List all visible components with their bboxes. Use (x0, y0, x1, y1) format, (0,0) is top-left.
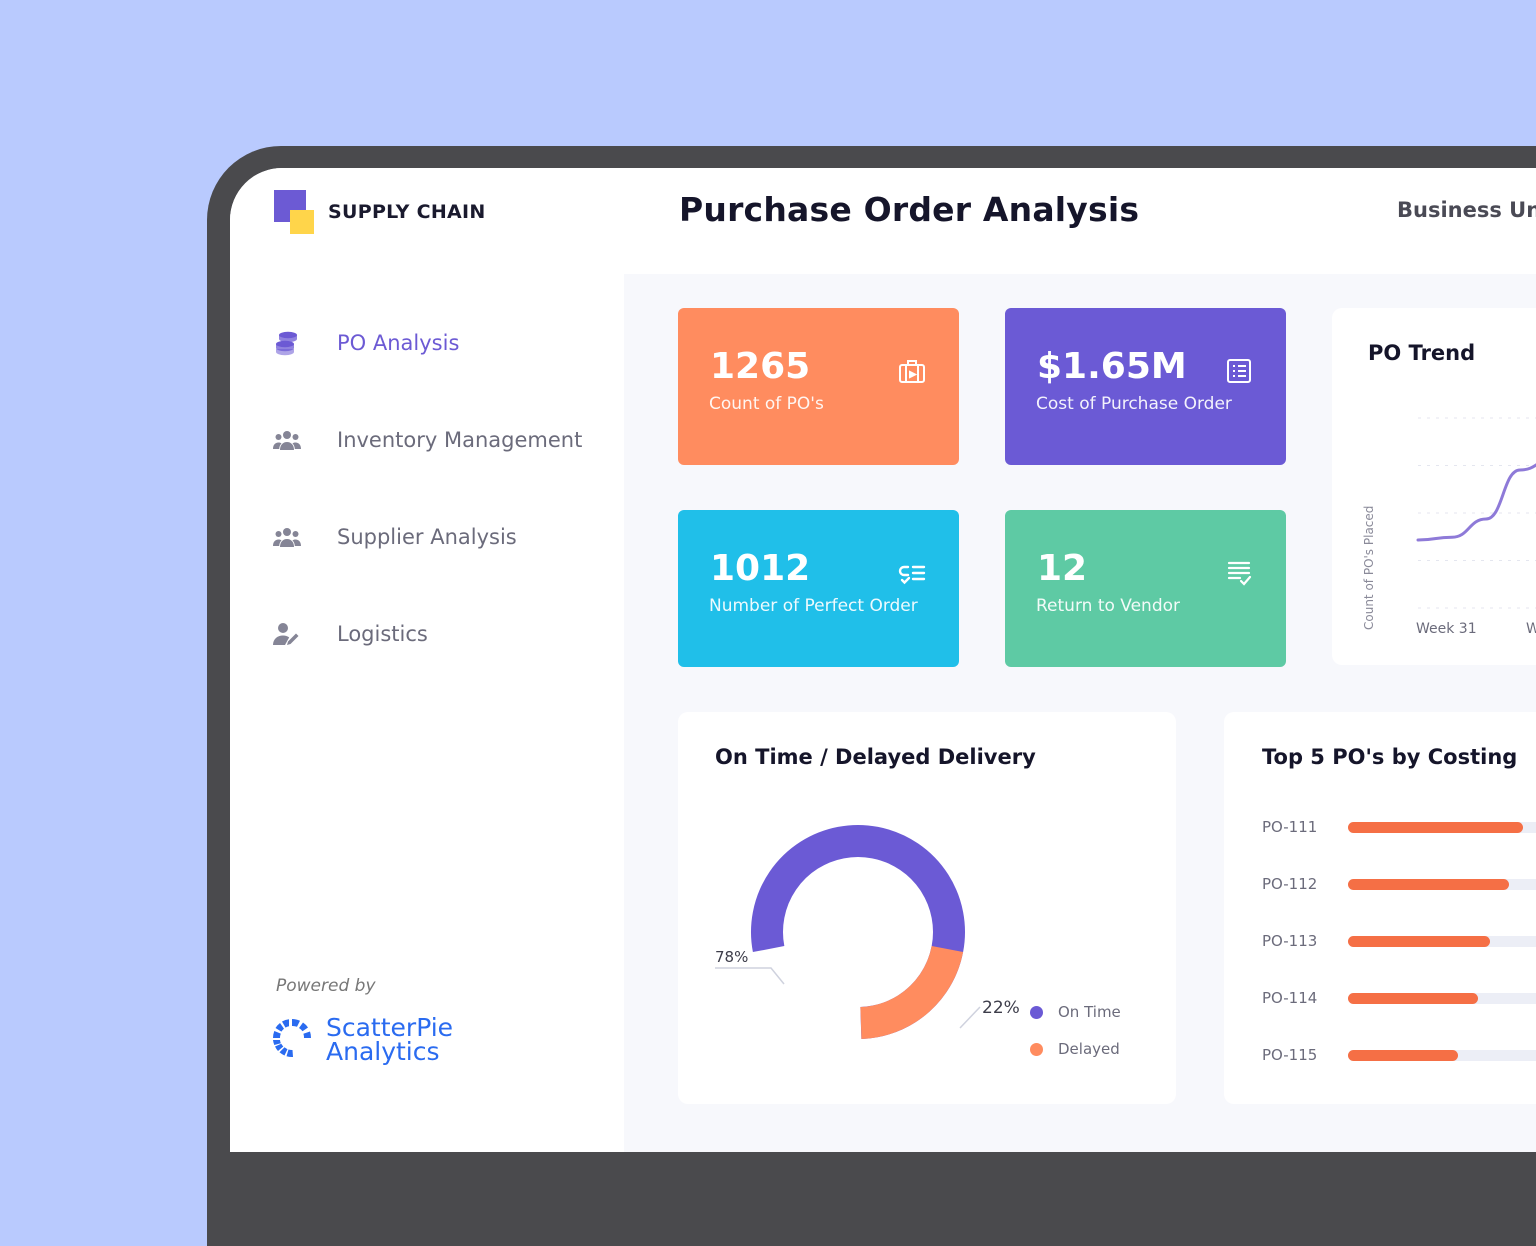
users-group-icon (270, 423, 304, 457)
document-check-icon (1224, 558, 1254, 588)
kpi-value: 1265 (710, 346, 811, 387)
vendor-name: ScatterPie Analytics (326, 1013, 454, 1066)
bar-row[interactable]: PO-114 (1262, 989, 1536, 1007)
x-tick-label: W (1526, 621, 1536, 637)
list-icon (1224, 356, 1254, 386)
bar-category-label: PO-112 (1262, 875, 1318, 893)
kpi-card-po-cost[interactable]: $1.65M Cost of Purchase Order (1005, 308, 1286, 465)
brand[interactable]: SUPPLY CHAIN (274, 190, 486, 234)
bar-category-label: PO-111 (1262, 818, 1318, 836)
sidebar-item-logistics[interactable]: Logistics (270, 585, 610, 682)
data-label-delayed: 22% (982, 998, 1020, 1018)
legend-label: On Time (1058, 1003, 1121, 1021)
trend-line (1416, 463, 1536, 542)
donut-slice-delayed[interactable] (751, 825, 965, 1039)
sidebar-nav: PO Analysis Inventory Management (270, 294, 610, 682)
powered-by-label: Powered by (276, 976, 376, 996)
sidebar-item-label: Logistics (337, 621, 428, 646)
gridlines (1418, 417, 1536, 609)
po-trend-title: PO Trend (1368, 341, 1476, 365)
data-label-on-time: 78% (715, 948, 748, 966)
top-pos-card: Top 5 PO's by Costing PO-111 PO-112 PO-113… (1224, 712, 1536, 1104)
po-trend-card: PO Trend Count of PO's Placed Week 31 W (1332, 308, 1536, 665)
kpi-label: Cost of Purchase Order (1036, 394, 1232, 414)
brand-name: SUPPLY CHAIN (328, 201, 486, 223)
top-pos-title: Top 5 PO's by Costing (1262, 745, 1518, 769)
bar-fill (1348, 822, 1523, 833)
delivery-donut-chart: 78% 22% (715, 825, 1020, 1039)
vendor-name-line2: Analytics (326, 1037, 440, 1066)
kpi-card-return-to-vendor[interactable]: 12 Return to Vendor (1005, 510, 1286, 667)
kpi-label: Number of Perfect Order (709, 596, 918, 616)
kpi-card-perfect-orders[interactable]: 1012 Number of Perfect Order (678, 510, 959, 667)
kpi-label: Return to Vendor (1036, 596, 1181, 616)
sidebar-item-label: Supplier Analysis (337, 524, 517, 549)
kpi-value: 1012 (710, 548, 811, 589)
bar-fill (1348, 1050, 1459, 1061)
kpi-label: Count of PO's (709, 394, 824, 414)
user-edit-icon (270, 617, 304, 651)
y-axis-label: Count of PO's Placed (1362, 506, 1376, 630)
kpi-card-po-count[interactable]: 1265 Count of PO's (678, 308, 959, 465)
business-unit-filter[interactable]: Business Unit (1397, 198, 1536, 222)
x-tick-label: Week 31 (1416, 621, 1477, 637)
sidebar-item-label: PO Analysis (337, 330, 460, 355)
page-title: Purchase Order Analysis (679, 190, 1140, 229)
coins-stack-icon (270, 326, 304, 360)
kpi-value: 12 (1037, 548, 1088, 589)
vendor-logo[interactable]: ScatterPie Analytics (270, 1013, 454, 1066)
delivery-card: On Time / Delayed Delivery 78% 22% On Ti… (678, 712, 1176, 1104)
briefcase-icon (897, 356, 927, 386)
legend-swatch (1030, 1042, 1043, 1056)
users-group-icon (270, 520, 304, 554)
kpi-value: $1.65M (1037, 346, 1187, 387)
bar-fill (1348, 879, 1509, 890)
bar-category-label: PO-115 (1262, 1046, 1318, 1064)
app-screen: SUPPLY CHAIN PO Analysis (230, 168, 1536, 1152)
bar-category-label: PO-114 (1262, 989, 1318, 1007)
top-bar (624, 168, 1536, 274)
checklist-icon (897, 558, 927, 588)
legend-on-time[interactable]: On Time (1030, 1003, 1121, 1021)
bar-row[interactable]: PO-115 (1262, 1046, 1536, 1064)
bar-row[interactable]: PO-111 (1262, 818, 1536, 836)
sidebar-item-label: Inventory Management (337, 427, 583, 452)
sidebar: SUPPLY CHAIN PO Analysis (230, 168, 624, 1152)
scatterpie-logo-icon (270, 1016, 314, 1064)
bar-fill (1348, 993, 1478, 1004)
legend-swatch (1030, 1005, 1043, 1019)
delivery-title: On Time / Delayed Delivery (715, 745, 1036, 769)
leader-line-delayed (959, 1006, 981, 1029)
sidebar-item-inventory-management[interactable]: Inventory Management (270, 391, 610, 488)
bar-row[interactable]: PO-112 (1262, 875, 1536, 893)
po-trend-chart: Count of PO's Placed Week 31 W (1362, 417, 1536, 637)
bar-category-label: PO-113 (1262, 932, 1318, 950)
leader-line-on-time (715, 967, 785, 985)
sidebar-item-supplier-analysis[interactable]: Supplier Analysis (270, 488, 610, 585)
vendor-name-line1: ScatterPie (326, 1013, 454, 1042)
bar-row[interactable]: PO-113 (1262, 932, 1536, 950)
sidebar-item-po-analysis[interactable]: PO Analysis (270, 294, 610, 391)
legend-label: Delayed (1058, 1040, 1120, 1058)
legend-delayed[interactable]: Delayed (1030, 1040, 1120, 1058)
bar-fill (1348, 936, 1490, 947)
brand-logo (274, 190, 316, 234)
